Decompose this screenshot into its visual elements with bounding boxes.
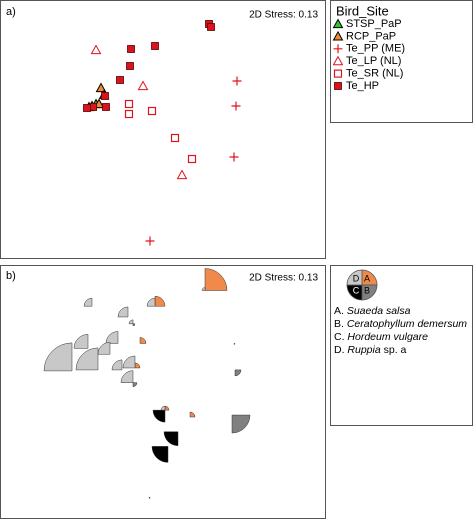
legend-marker: [333, 69, 343, 78]
legend-marker: [332, 30, 344, 41]
segment-wedge: [105, 331, 119, 344]
legend-marker: [334, 82, 342, 90]
segment-wedge: [128, 319, 134, 325]
legend-title: Bird_Site: [336, 3, 389, 18]
legend-label: D. Ruppia sp. a: [334, 344, 407, 356]
key-letter: B: [364, 285, 370, 295]
data-point: [170, 133, 180, 143]
data-point: [95, 82, 107, 93]
stress-annotation: 2D Stress: 0.13: [249, 10, 318, 21]
segment-wedge: [75, 347, 99, 371]
key-letter: A: [364, 273, 370, 283]
legend-label-part: Ruppia: [347, 344, 380, 356]
segment-wedge: [201, 287, 206, 291]
segment-wedge: [97, 341, 111, 355]
segment-wedge: [151, 446, 169, 463]
legend-label-part: Suaeda salsa: [347, 305, 411, 317]
data-point: [176, 169, 188, 180]
legend-label: A. Suaeda salsa: [334, 305, 411, 317]
legend-frame: [330, 0, 473, 123]
segment-wedge: [204, 268, 228, 291]
legend-label: B. Ceratophyllum demersum: [334, 318, 467, 330]
legend-label: RCP_PaP: [346, 30, 396, 42]
key-letter: D: [353, 273, 360, 283]
segment-wedge: [117, 306, 129, 318]
data-point: [231, 101, 241, 111]
segment-wedge: [189, 411, 196, 418]
legend-label-part: Hordeum vulgare: [347, 331, 428, 343]
data-point: [207, 23, 215, 31]
legend-label: Te_PP (ME): [346, 43, 405, 55]
segment-wedge: [132, 382, 138, 387]
segment-wedge: [122, 355, 136, 369]
data-point: [116, 76, 124, 84]
legend-label-part: B.: [334, 318, 344, 330]
panel-frame: [0, 0, 326, 259]
segment-wedge: [148, 497, 151, 499]
legend-label: STSP_PaP: [346, 18, 402, 30]
key-letter: C: [353, 285, 360, 295]
data-point: [90, 44, 102, 55]
segment-wedge: [154, 295, 166, 307]
data-point: [187, 154, 197, 164]
segment-wedge: [233, 343, 236, 345]
data-point: [101, 92, 109, 100]
legend-label: C. Hordeum vulgare: [334, 331, 428, 343]
data-point: [137, 80, 149, 91]
segment-wedge: [160, 405, 166, 411]
data-point: [124, 109, 134, 119]
data-point: [124, 99, 134, 109]
data-point: [83, 104, 91, 112]
legend-frame: [330, 265, 473, 426]
legend-label: Te_SR (NL): [346, 68, 403, 80]
legend-marker: [332, 18, 344, 29]
panel-label: a): [6, 6, 16, 18]
data-point: [229, 152, 239, 162]
segment-wedge: [152, 409, 166, 423]
stress-annotation: 2D Stress: 0.13: [249, 273, 318, 284]
panel-label: b): [6, 270, 16, 282]
segment-wedge: [164, 405, 170, 411]
segment-wedge: [231, 414, 251, 434]
legend-marker: [332, 55, 344, 66]
segment-wedge: [234, 369, 242, 377]
segment-wedge: [132, 323, 136, 327]
legend-label-part: D.: [334, 344, 345, 356]
legend-label: Te_HP: [346, 80, 379, 92]
legend-marker: [333, 44, 343, 54]
segment-wedge: [111, 359, 123, 371]
legend-label-part: C.: [334, 331, 345, 343]
data-point: [127, 45, 135, 53]
segment-wedge: [146, 297, 156, 307]
data-point: [151, 42, 159, 50]
key-wedge: [346, 269, 363, 286]
legend-label-part: A.: [334, 305, 344, 317]
data-point: [232, 76, 242, 86]
data-point: [126, 62, 134, 70]
data-point: [145, 236, 155, 246]
legend-label: Te_LP (NL): [346, 55, 401, 67]
segment-wedge: [139, 337, 147, 344]
segment-wedge: [43, 342, 73, 372]
segment-wedge: [120, 370, 134, 383]
segment-wedge: [83, 297, 93, 307]
legend-label-part: sp. a: [384, 344, 407, 356]
segment-wedge: [163, 431, 179, 446]
data-point: [147, 106, 157, 116]
data-point: [102, 103, 110, 111]
segment-wedge: [73, 334, 89, 349]
legend-label-part: Ceratophyllum demersum: [347, 318, 467, 330]
segment-wedge: [134, 362, 141, 369]
